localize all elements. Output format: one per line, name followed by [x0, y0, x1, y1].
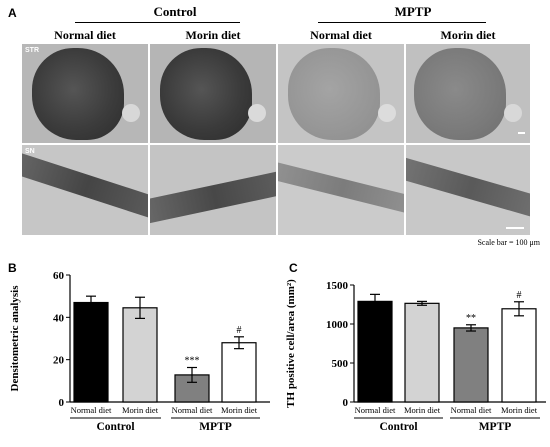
group-underline-mptp — [318, 22, 486, 23]
column-header-1: Normal diet — [54, 28, 116, 42]
chart-b-xtick-label-0: Normal diet — [71, 405, 112, 415]
chart-b-bar-3 — [221, 342, 257, 403]
micrograph-sn-mptp-normal — [278, 145, 404, 235]
chart-c-bar-3 — [501, 308, 537, 403]
chart-b-ytick-label-2: 40 — [53, 312, 65, 324]
chart-b-ytick-label-1: 20 — [53, 355, 65, 367]
chart-b-bar-1 — [122, 307, 158, 403]
scale-bar-str — [518, 132, 525, 134]
scale-bar-text: Scale bar = 100 μm — [477, 238, 540, 247]
chart-c-bar-2 — [453, 327, 489, 403]
chart-b-annotation-2: *** — [185, 355, 200, 366]
panel-a-label: A — [8, 6, 17, 20]
micrograph-str-mptp-morin — [406, 44, 530, 143]
chart-c-ytick-label-3: 1500 — [326, 280, 349, 292]
chart-c-ylabel: TH positive cell/area (mm²) — [285, 279, 297, 408]
chart-c-ytick-label-0: 0 — [343, 397, 349, 409]
chart-c-xtick-label-1: Morin diet — [404, 405, 441, 415]
panel-b-label: B — [8, 261, 17, 275]
chart-b-xtick-label-2: Normal diet — [172, 405, 213, 415]
row-label-str: STR — [25, 47, 39, 54]
micrograph-sn-mptp-morin — [406, 145, 530, 235]
micrograph-sn-control-morin — [150, 145, 276, 235]
column-header-2: Morin diet — [185, 28, 241, 42]
micrograph-str-control-normal: STR — [22, 44, 148, 143]
chart-b-bar-0 — [73, 301, 109, 403]
row-label-sn: SN — [25, 148, 35, 155]
chart-c-group-label-0: Control — [379, 421, 417, 433]
scale-bar-sn — [506, 227, 524, 229]
group-underline-control — [75, 22, 240, 23]
chart-b-xtick-label-1: Morin diet — [122, 405, 159, 415]
chart-b-ytick-label-3: 60 — [53, 270, 65, 282]
chart-b-ylabel: Densitometric analysis — [9, 285, 21, 392]
chart-c-ytick-label-2: 1000 — [326, 319, 349, 331]
chart-b-group-label-0: Control — [96, 421, 134, 433]
chart-c-xtick-label-0: Normal diet — [355, 405, 396, 415]
chart-c-bar-1 — [404, 302, 440, 403]
chart-c-bar-0 — [357, 300, 393, 403]
micrograph-str-control-morin — [150, 44, 276, 143]
panel-c-label: C — [289, 261, 298, 275]
chart-c-annotation-2: ** — [466, 313, 476, 324]
chart-c-xtick-label-2: Normal diet — [451, 405, 492, 415]
chart-c-xtick-label-3: Morin diet — [501, 405, 538, 415]
micrograph-str-mptp-normal — [278, 44, 404, 143]
micrograph-sn-control-normal: SN — [22, 145, 148, 235]
group-header-mptp: MPTP — [394, 4, 432, 19]
group-header-control: Control — [153, 4, 197, 19]
chart-c-ytick-label-1: 500 — [332, 358, 349, 370]
panel-c-chart: 0 500 1000 1500 TH positive cell/area (mm²) N… — [285, 279, 546, 433]
chart-c-annotation-3: # — [517, 290, 522, 301]
column-header-4: Morin diet — [440, 28, 496, 42]
panel-b-chart: 0 20 40 60 Densitometric analysis Normal diet… — [9, 270, 270, 433]
chart-b-xtick-label-3: Morin diet — [221, 405, 258, 415]
chart-b-annotation-3: # — [237, 325, 242, 336]
column-header-3: Normal diet — [310, 28, 372, 42]
chart-c-group-label-1: MPTP — [479, 421, 512, 433]
chart-b-ytick-label-0: 0 — [59, 397, 65, 409]
chart-b-group-label-1: MPTP — [199, 421, 232, 433]
